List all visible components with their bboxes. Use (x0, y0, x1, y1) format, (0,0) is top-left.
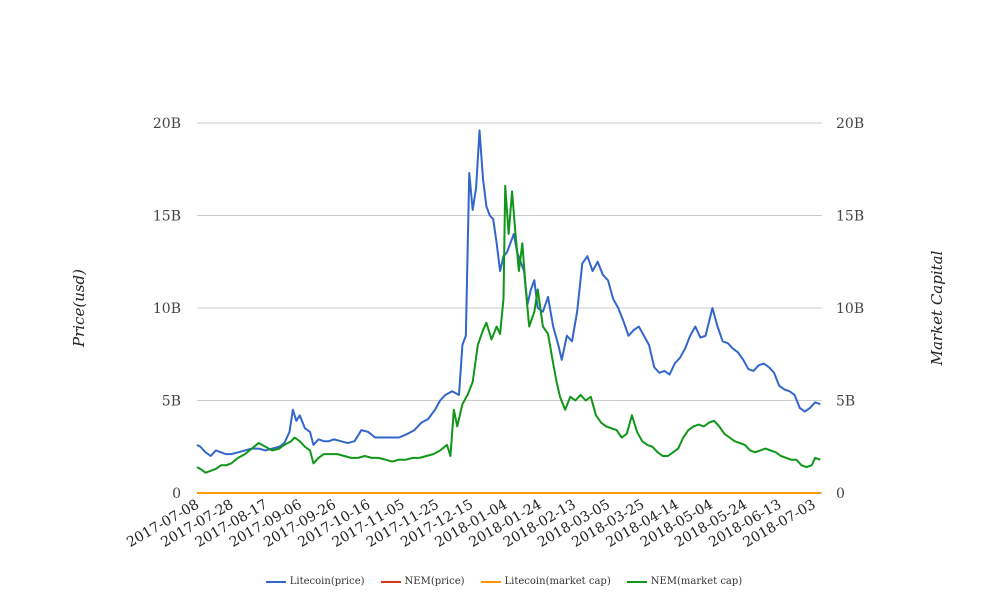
y-tick-label-right: 5B (836, 394, 855, 410)
y-tick-label-left: 5B (162, 394, 181, 410)
legend-label: NEM(market cap) (650, 576, 743, 587)
legend-label: NEM(price) (404, 576, 465, 587)
legend-item[interactable]: Litecoin(price) (265, 576, 365, 587)
legend-swatch (380, 580, 401, 583)
y-tick-label-left: 10B (153, 301, 181, 317)
y-tick-label-right: 10B (836, 301, 864, 317)
right-y-axis-title: Market Capital (928, 250, 946, 366)
series-line-litecoin-price (196, 129, 821, 457)
left-y-axis-title: Price(usd) (70, 269, 88, 348)
legend-item[interactable]: Litecoin(market cap) (480, 576, 611, 587)
y-tick-label-left: 0 (172, 486, 181, 502)
x-axis-ticks: 2017-07-082017-07-282017-08-172017-09-06… (124, 497, 818, 551)
y-tick-label-right: 20B (836, 116, 864, 132)
y-tick-label-left: 20B (153, 116, 181, 132)
series-line-nem-market-cap (196, 184, 821, 474)
legend-label: Litecoin(market cap) (504, 576, 611, 587)
y-tick-label-right: 0 (836, 486, 845, 502)
legend-item[interactable]: NEM(market cap) (626, 576, 743, 587)
left-y-axis-ticks: 0 5B 10B 15B 20B (153, 116, 181, 502)
right-y-axis-ticks: 0 5B 10B 15B 20B (836, 116, 864, 502)
legend-label: Litecoin(price) (289, 576, 365, 587)
series-lines (196, 129, 821, 494)
legend-item[interactable]: NEM(price) (380, 576, 465, 587)
y-tick-label-left: 15B (153, 209, 181, 225)
legend-swatch (626, 580, 647, 583)
chart-legend: Litecoin(price) NEM(price) Litecoin(market… (0, 576, 1008, 587)
legend-swatch (265, 580, 286, 583)
legend-swatch (480, 580, 501, 583)
y-tick-label-right: 15B (836, 209, 864, 225)
